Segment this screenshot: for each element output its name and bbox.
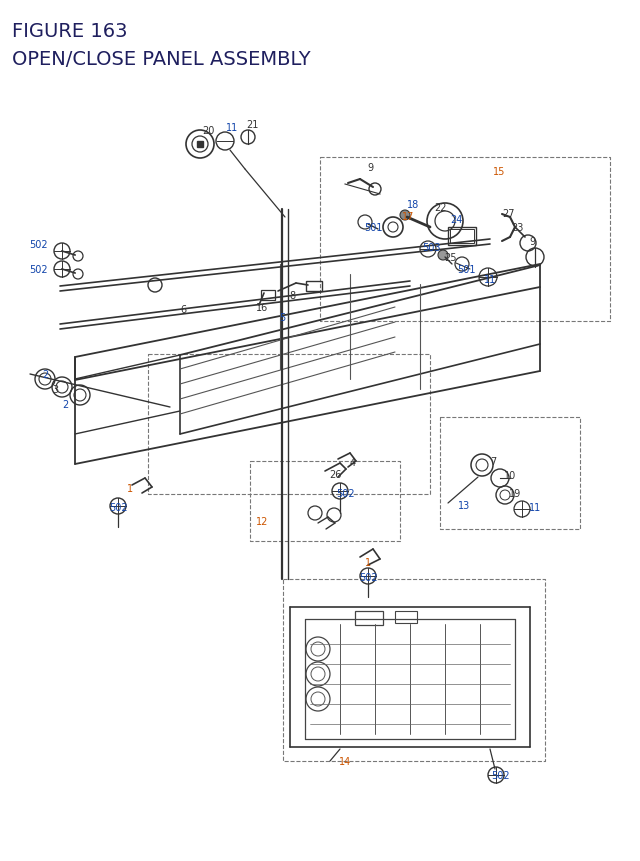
Text: 17: 17 <box>402 212 414 222</box>
Text: 16: 16 <box>256 303 268 313</box>
Text: 11: 11 <box>226 123 238 133</box>
Text: 5: 5 <box>279 313 285 323</box>
Text: OPEN/CLOSE PANEL ASSEMBLY: OPEN/CLOSE PANEL ASSEMBLY <box>12 50 310 69</box>
Text: FIGURE 163: FIGURE 163 <box>12 22 127 41</box>
Bar <box>306 282 322 292</box>
Text: 1: 1 <box>127 483 133 493</box>
Bar <box>395 611 417 623</box>
Text: 12: 12 <box>256 517 268 526</box>
Circle shape <box>438 251 448 261</box>
Bar <box>355 611 383 625</box>
Text: 18: 18 <box>407 200 419 210</box>
Text: 501: 501 <box>364 223 382 232</box>
Bar <box>261 291 275 300</box>
Text: 11: 11 <box>529 503 541 512</box>
Text: 13: 13 <box>458 500 470 511</box>
Text: 11: 11 <box>484 275 496 285</box>
Bar <box>448 228 476 245</box>
Text: 10: 10 <box>504 470 516 480</box>
Bar <box>450 230 474 244</box>
Text: 21: 21 <box>246 120 258 130</box>
Text: 14: 14 <box>339 756 351 766</box>
Text: 503: 503 <box>422 243 440 253</box>
Text: 502: 502 <box>109 503 127 512</box>
Text: 9: 9 <box>367 163 373 173</box>
Text: 501: 501 <box>457 264 476 275</box>
Text: 23: 23 <box>511 223 523 232</box>
Circle shape <box>400 211 410 220</box>
Text: 15: 15 <box>493 167 505 177</box>
Text: 27: 27 <box>502 208 515 219</box>
Text: 2: 2 <box>62 400 68 410</box>
Text: 1: 1 <box>365 557 371 567</box>
Text: 25: 25 <box>444 253 456 263</box>
Text: 502: 502 <box>29 239 47 250</box>
Text: 7: 7 <box>490 456 496 467</box>
Text: 24: 24 <box>450 214 462 225</box>
Text: 502: 502 <box>358 573 378 582</box>
Text: 19: 19 <box>509 488 521 499</box>
Text: 6: 6 <box>180 305 186 314</box>
Text: 22: 22 <box>434 202 446 213</box>
Text: 8: 8 <box>289 291 295 300</box>
Text: 502: 502 <box>491 770 509 780</box>
Text: 20: 20 <box>202 126 214 136</box>
Text: 9: 9 <box>529 237 535 247</box>
Text: 26: 26 <box>329 469 341 480</box>
Text: 4: 4 <box>350 457 356 468</box>
Text: 2: 2 <box>42 369 48 380</box>
Text: 502: 502 <box>336 488 355 499</box>
Text: 3: 3 <box>52 385 58 394</box>
Text: 502: 502 <box>29 264 47 275</box>
